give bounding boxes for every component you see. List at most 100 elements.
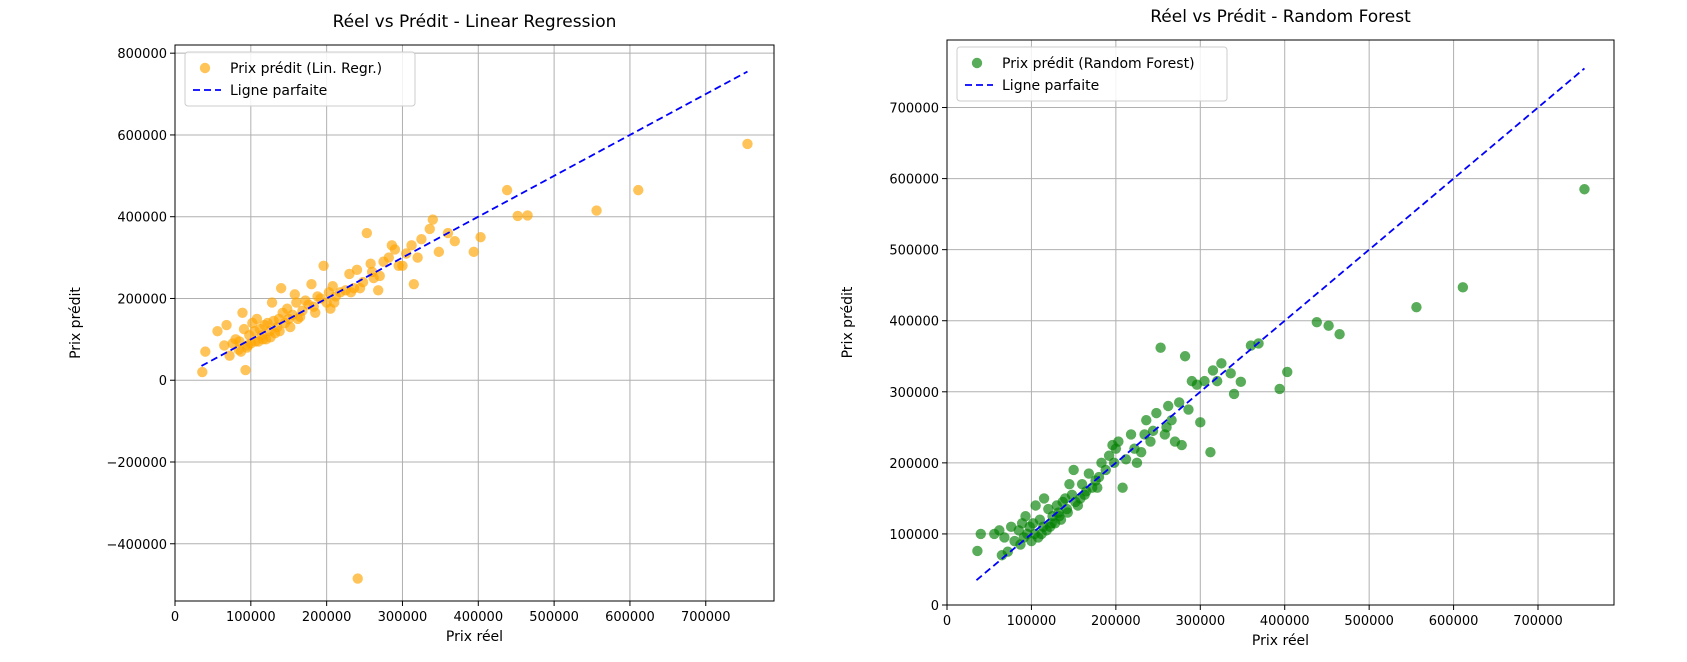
data-point xyxy=(996,550,1008,561)
legend-line-label: Ligne parfaite xyxy=(1002,78,1099,94)
data-point xyxy=(1411,302,1422,313)
legend: Prix prédit (Lin. Regr.) Ligne parfaite xyxy=(184,51,416,107)
data-point xyxy=(1176,439,1187,451)
perfect-line xyxy=(975,67,1586,581)
data-point xyxy=(1311,316,1323,328)
data-point xyxy=(378,256,389,267)
data-point xyxy=(1282,366,1293,378)
data-point xyxy=(1207,365,1219,376)
legend-scatter-label: Prix prédit (Lin. Regr.) xyxy=(230,61,382,77)
x-tick-label: 400000 xyxy=(453,610,503,625)
data-point xyxy=(289,289,300,300)
y-tick-label: 700000 xyxy=(889,102,939,117)
data-point xyxy=(1323,320,1334,331)
data-point xyxy=(412,252,423,263)
data-point xyxy=(1107,439,1118,451)
x-tick-label: 600000 xyxy=(605,610,655,625)
chart-linear-regression: 0 100000 200000 300000 400000 500000 600000 700… xyxy=(68,12,775,645)
x-tick-label: 100000 xyxy=(226,610,276,625)
y-axis-label: Prix prédit xyxy=(68,287,84,359)
y-axis-label: Prix prédit xyxy=(840,286,856,358)
legend-box xyxy=(184,51,416,107)
x-tick-label: 700000 xyxy=(681,610,731,625)
data-point xyxy=(1043,503,1054,515)
data-point xyxy=(449,236,460,247)
data-point xyxy=(318,260,329,271)
data-point xyxy=(401,248,412,259)
data-point xyxy=(512,210,523,222)
data-point xyxy=(197,366,208,378)
y-tick-label: −200000 xyxy=(106,456,167,471)
data-point xyxy=(1120,454,1132,465)
data-point xyxy=(300,295,311,306)
data-point xyxy=(1030,500,1041,511)
data-point xyxy=(1161,422,1172,433)
data-point xyxy=(361,227,373,239)
data-point xyxy=(1005,521,1017,533)
data-point xyxy=(1205,447,1216,458)
y-tick-label: 200000 xyxy=(117,292,167,307)
x-tick-label: 0 xyxy=(943,614,951,629)
legend-scatter-label: Prix prédit (Random Forest) xyxy=(1002,56,1195,72)
data-point xyxy=(1179,351,1191,362)
data-point xyxy=(975,528,986,540)
data-point xyxy=(1579,184,1590,195)
data-point xyxy=(416,233,427,245)
data-point xyxy=(312,291,323,302)
data-point xyxy=(237,307,248,318)
data-point xyxy=(275,283,287,294)
data-point xyxy=(591,205,602,216)
data-point xyxy=(1173,397,1185,408)
y-tick-label: 400000 xyxy=(117,211,167,226)
data-point xyxy=(285,321,296,333)
data-point xyxy=(1068,464,1079,476)
x-tick-label: 700000 xyxy=(1513,614,1563,629)
data-point xyxy=(373,285,384,296)
data-point xyxy=(344,268,355,280)
y-tick-label: −400000 xyxy=(106,538,167,553)
x-tick-label: 400000 xyxy=(1260,614,1310,629)
data-point xyxy=(352,573,363,584)
x-tick-label: 200000 xyxy=(302,610,352,625)
data-point xyxy=(345,287,357,298)
data-point xyxy=(1183,404,1194,415)
data-point xyxy=(221,319,232,331)
legend-scatter-marker xyxy=(199,62,211,74)
x-axis-label: Prix réel xyxy=(1252,633,1309,649)
data-point xyxy=(1334,329,1345,340)
y-tick-label: 0 xyxy=(931,599,939,614)
data-point xyxy=(1009,535,1020,547)
data-point xyxy=(212,325,223,337)
data-point xyxy=(1051,500,1062,511)
data-point xyxy=(1228,388,1240,400)
x-tick-label: 200000 xyxy=(1091,614,1141,629)
data-point xyxy=(291,297,302,308)
data-point xyxy=(1235,376,1247,388)
x-tick-label: 600000 xyxy=(1429,614,1479,629)
data-point xyxy=(433,246,445,258)
y-tick-label: 400000 xyxy=(889,315,939,330)
data-point xyxy=(1125,429,1137,440)
data-point xyxy=(408,278,420,290)
data-point xyxy=(386,240,398,251)
data-point xyxy=(219,340,230,351)
data-point xyxy=(1070,496,1081,508)
data-point xyxy=(1457,282,1469,293)
data-point xyxy=(1096,457,1107,469)
x-tick-label: 500000 xyxy=(529,610,579,625)
data-point xyxy=(424,223,435,235)
data-point xyxy=(1274,383,1285,395)
data-point xyxy=(200,346,211,357)
data-point xyxy=(1245,340,1257,351)
legend-scatter-marker xyxy=(971,57,983,69)
data-point xyxy=(274,325,285,337)
data-point xyxy=(233,344,244,355)
legend: Prix prédit (Random Forest) Ligne parfait… xyxy=(956,46,1228,102)
plot-frame xyxy=(946,39,1615,606)
data-point xyxy=(501,184,513,196)
data-point xyxy=(1163,400,1174,412)
data-point xyxy=(633,184,644,196)
x-tick-label: 300000 xyxy=(1175,614,1225,629)
data-point xyxy=(742,138,753,150)
